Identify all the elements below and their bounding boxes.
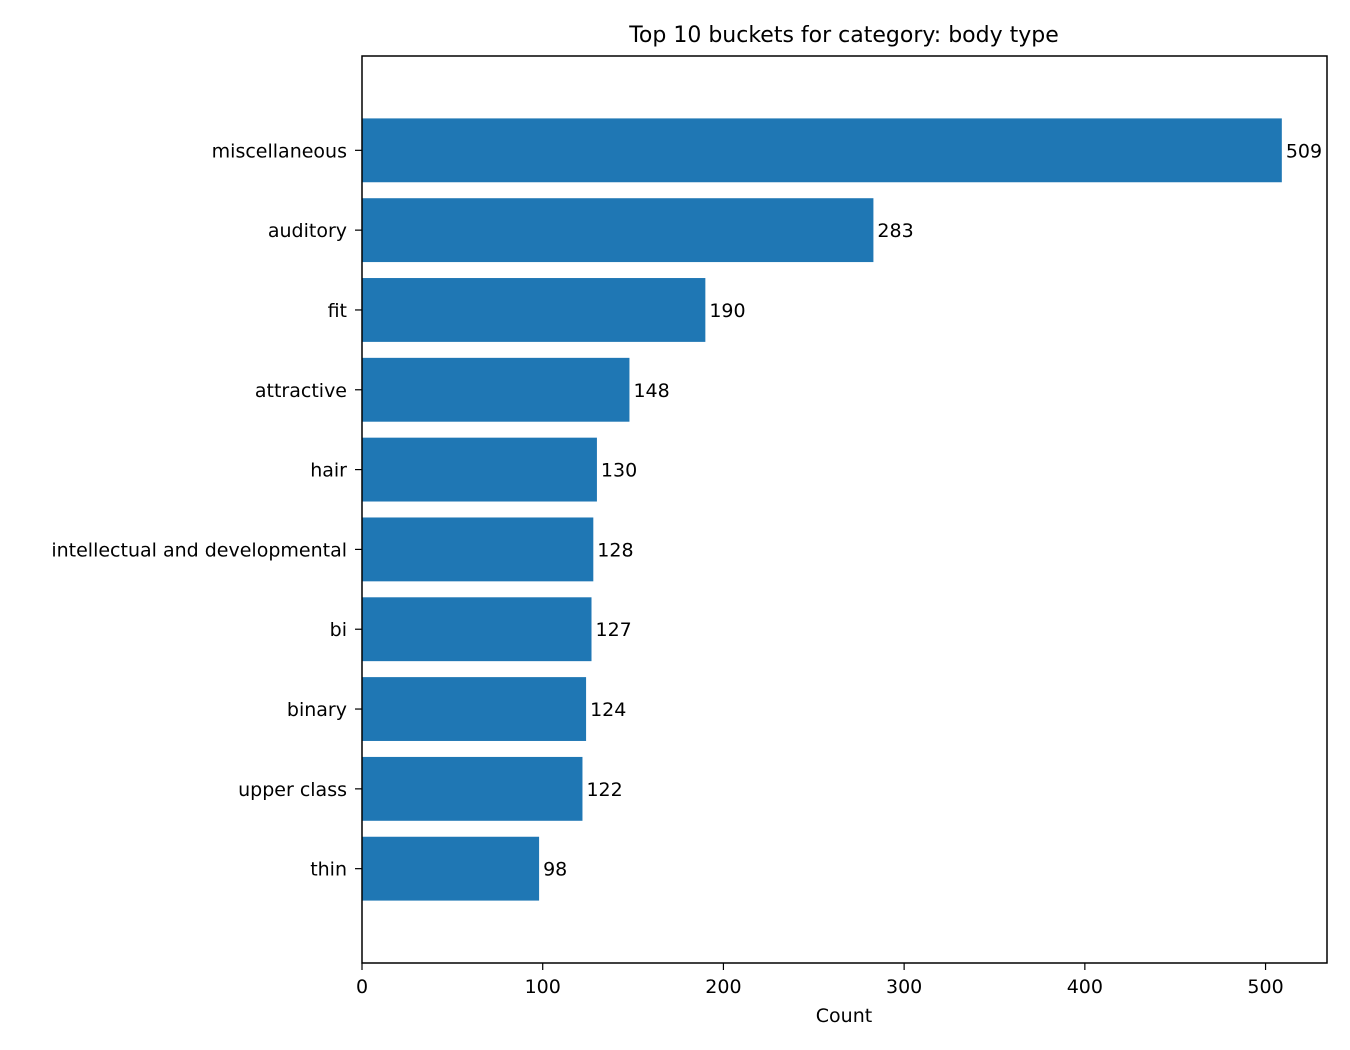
plot-frame: [361, 55, 1328, 964]
bar-value-label: 124: [590, 699, 626, 721]
value-labels-layer: 509 283 190 148 130 128 127 124 122 98: [543, 140, 1322, 880]
bar: [362, 198, 874, 263]
x-tick-label: 500: [1247, 976, 1283, 998]
bar-value-label: 130: [601, 460, 637, 482]
bar-value-label: 283: [877, 220, 913, 242]
bar: [362, 517, 594, 582]
y-tick-label: thin: [310, 859, 347, 881]
bar: [362, 756, 583, 821]
bars-layer: [362, 118, 1282, 901]
y-tick-label: attractive: [255, 380, 347, 402]
bar: [362, 357, 630, 422]
bar: [362, 278, 706, 342]
bar-value-label: 509: [1286, 140, 1322, 162]
bar: [362, 677, 587, 741]
bar: [362, 118, 1282, 183]
x-tick-label: 0: [356, 976, 368, 998]
bar-value-label: 190: [709, 300, 745, 322]
y-tick-label: binary: [287, 699, 347, 721]
y-tick-label: miscellaneous: [212, 140, 347, 162]
bar: [362, 437, 597, 502]
y-tick-label: auditory: [268, 220, 347, 242]
y-tick-label: bi: [330, 619, 347, 641]
bar: [362, 836, 540, 901]
bar-value-label: 127: [596, 619, 632, 641]
y-tick-label: fit: [328, 300, 347, 322]
x-tick-label: 300: [886, 976, 922, 998]
bar-value-label: 148: [633, 380, 669, 402]
x-tick-label: 200: [705, 976, 741, 998]
y-tick-label: upper class: [238, 779, 347, 801]
bar-value-label: 122: [586, 779, 622, 801]
y-tick-label: intellectual and developmental: [51, 539, 347, 561]
y-axis: miscellaneous auditory fit attractive hair in…: [51, 140, 362, 881]
bar-value-label: 128: [597, 539, 633, 561]
chart-title: Top 10 buckets for category: body type: [628, 23, 1059, 48]
y-tick-label: hair: [310, 460, 347, 482]
x-tick-label: 100: [525, 976, 561, 998]
x-axis: 0 100 200 300 400 500: [356, 963, 1284, 998]
x-tick-label: 400: [1067, 976, 1103, 998]
bar-value-label: 98: [543, 859, 567, 881]
bar: [362, 597, 592, 662]
x-axis-title: Count: [816, 1005, 872, 1027]
